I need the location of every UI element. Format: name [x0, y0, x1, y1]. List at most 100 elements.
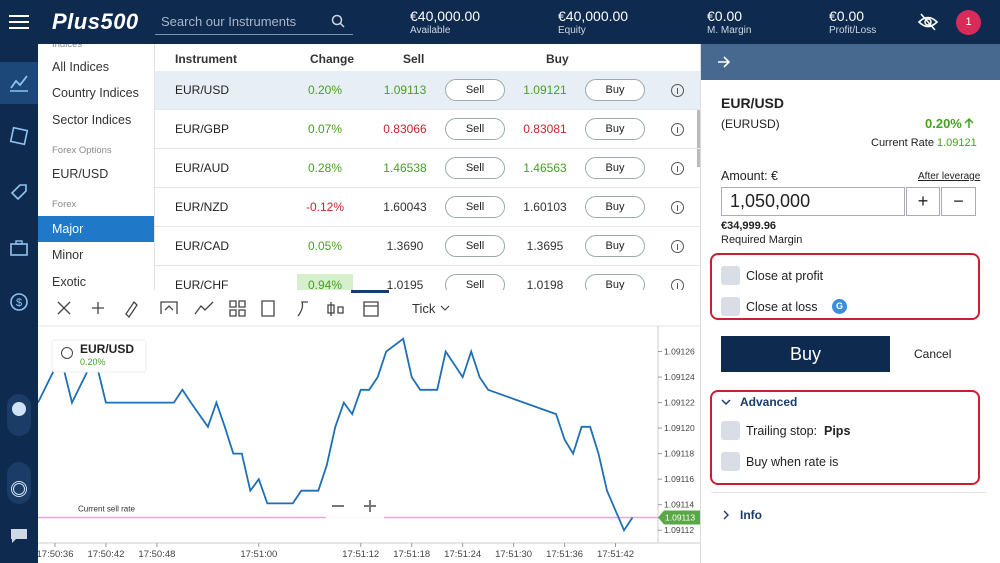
- logo[interactable]: Plus500: [52, 9, 139, 34]
- sell-button[interactable]: Sell: [445, 274, 505, 290]
- buy-when-label: Buy when rate is: [746, 455, 839, 469]
- price-line: [38, 337, 634, 533]
- info-dot: [676, 244, 679, 250]
- info-icon[interactable]: [671, 279, 684, 290]
- advanced-toggle[interactable]: Advanced: [740, 395, 798, 409]
- instrument-row[interactable]: EUR/USD 0.20% 1.09113 Sell 1.09121 Buy: [155, 71, 700, 110]
- buy-price: 1.60103: [523, 200, 567, 214]
- sell-price: 0.83066: [383, 122, 427, 136]
- x-tick-label: 17:50:48: [138, 549, 175, 560]
- tag-icon[interactable]: [9, 182, 29, 202]
- tool-icon[interactable]: [229, 300, 246, 317]
- menu-item[interactable]: Exotic: [52, 275, 87, 289]
- current-rate-label: Current Rate: [871, 137, 934, 149]
- tool-icon[interactable]: [363, 301, 379, 317]
- menu-item[interactable]: Sector Indices: [52, 113, 132, 127]
- info-icon[interactable]: [671, 123, 684, 136]
- instrument-row[interactable]: EUR/CAD 0.05% 1.3690 Sell 1.3695 Buy: [155, 227, 700, 266]
- tool-icon[interactable]: [261, 300, 275, 317]
- menu-item[interactable]: All Indices: [52, 60, 109, 74]
- menu-item[interactable]: Minor: [52, 248, 84, 262]
- notification-badge[interactable]: 1: [956, 10, 981, 35]
- interval-select[interactable]: Tick: [412, 301, 436, 316]
- trailing-unit: Pips: [824, 424, 851, 438]
- hide-icon[interactable]: [917, 12, 939, 32]
- graphic: [339, 22, 345, 28]
- tool-icon[interactable]: [125, 300, 138, 319]
- leverage-link[interactable]: After leverage: [918, 171, 981, 182]
- y-tick-label: 1.09114: [664, 500, 694, 510]
- dropdown-arrow: [440, 305, 450, 311]
- menu-item[interactable]: EUR/USD: [52, 167, 109, 181]
- y-tick-label: 1.09116: [664, 474, 694, 484]
- buy-button[interactable]: Buy: [585, 235, 645, 257]
- tool-icon[interactable]: [160, 301, 178, 314]
- tool-icon[interactable]: [194, 301, 214, 315]
- change: 0.94%: [297, 274, 353, 290]
- portfolio-icon[interactable]: [9, 238, 29, 258]
- amount-input[interactable]: 1,050,000: [721, 187, 905, 216]
- graphic: [10, 184, 27, 201]
- theme-toggle[interactable]: [7, 394, 31, 436]
- instrument-row[interactable]: EUR/GBP 0.07% 0.83066 Sell 0.83081 Buy: [155, 110, 700, 149]
- mode-toggle[interactable]: [7, 462, 31, 504]
- info-icon[interactable]: [671, 162, 684, 175]
- search-box[interactable]: Search our Instruments: [155, 9, 353, 35]
- change: 0.28%: [307, 161, 343, 175]
- divider: [711, 492, 986, 493]
- buy-button[interactable]: Buy: [585, 274, 645, 290]
- menu-icon[interactable]: [9, 14, 29, 30]
- x-tick-label: 17:51:36: [546, 549, 583, 560]
- checkbox[interactable]: [721, 297, 740, 316]
- buy-button[interactable]: Buy: [721, 336, 890, 372]
- info-dot: [676, 283, 679, 289]
- trades-icon[interactable]: [9, 126, 29, 146]
- buy-price: 1.3695: [526, 239, 564, 253]
- account-stat: €40,000.00 Available: [410, 8, 480, 37]
- buy-price: 1.0198: [526, 278, 564, 290]
- buy-button[interactable]: Buy: [585, 196, 645, 218]
- stat-value: €40,000.00: [558, 8, 629, 24]
- buy-button[interactable]: Buy: [585, 118, 645, 140]
- menu-item[interactable]: Major: [38, 216, 154, 242]
- info-icon[interactable]: [671, 84, 684, 97]
- forward-arrow[interactable]: [717, 55, 731, 69]
- chat-icon[interactable]: [10, 528, 28, 544]
- chart-icon[interactable]: [9, 72, 29, 92]
- buy-button[interactable]: Buy: [585, 79, 645, 101]
- sell-button[interactable]: Sell: [445, 79, 505, 101]
- info-toggle[interactable]: Info: [740, 508, 762, 522]
- funds-icon[interactable]: $: [9, 292, 29, 312]
- plus-button[interactable]: +: [906, 187, 940, 216]
- tool-icon[interactable]: [92, 302, 104, 314]
- info-icon[interactable]: [61, 347, 73, 359]
- checkbox[interactable]: [721, 421, 740, 440]
- sell-button[interactable]: Sell: [445, 118, 505, 140]
- current-rate: 1.09121: [937, 137, 977, 149]
- sell-button[interactable]: Sell: [445, 196, 505, 218]
- checkbox[interactable]: [721, 266, 740, 285]
- graphic: [920, 13, 936, 31]
- zoom-in[interactable]: [364, 500, 376, 512]
- buy-button[interactable]: Buy: [585, 157, 645, 179]
- menu-item[interactable]: Country Indices: [52, 86, 139, 100]
- instrument-row[interactable]: EUR/CHF 0.94% 1.0195 Sell 1.0198 Buy: [155, 266, 700, 290]
- tool-icon[interactable]: [327, 302, 344, 316]
- info-icon[interactable]: [671, 201, 684, 214]
- account-stat: €0.00 Profit/Loss: [829, 8, 876, 37]
- instrument-row[interactable]: EUR/AUD 0.28% 1.46538 Sell 1.46563 Buy: [155, 149, 700, 188]
- category-menu: Indices All Indices Country Indices Sector …: [38, 44, 155, 290]
- tool-icon[interactable]: [297, 301, 308, 317]
- info-icon[interactable]: [671, 240, 684, 253]
- sell-button[interactable]: Sell: [445, 157, 505, 179]
- minus-button[interactable]: −: [941, 187, 976, 216]
- instrument: EUR/AUD: [175, 161, 230, 175]
- sell-button[interactable]: Sell: [445, 235, 505, 257]
- instrument-row[interactable]: EUR/NZD -0.12% 1.60043 Sell 1.60103 Buy: [155, 188, 700, 227]
- tool-icon[interactable]: [57, 301, 71, 315]
- cancel-button[interactable]: Cancel: [914, 347, 952, 361]
- instrument-change: 0.20%: [925, 116, 962, 131]
- checkbox[interactable]: [721, 452, 740, 471]
- x-tick-label: 17:51:12: [342, 549, 379, 560]
